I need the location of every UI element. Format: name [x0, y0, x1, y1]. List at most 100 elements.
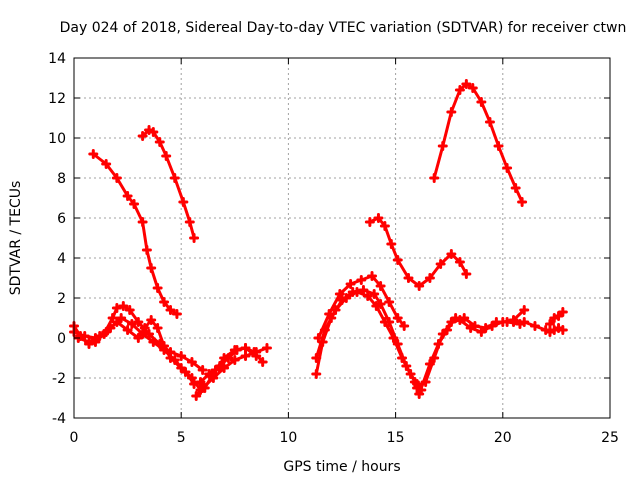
data-point: [178, 197, 189, 207]
data-point: [375, 281, 386, 291]
data-point: [116, 313, 127, 323]
series-arc-11: [313, 271, 410, 343]
series-line: [316, 274, 406, 340]
series-line: [314, 288, 423, 392]
y-tick-label: 6: [57, 211, 66, 227]
data-point: [424, 273, 435, 283]
data-point: [388, 333, 399, 343]
data-point: [148, 337, 159, 347]
data-point: [240, 351, 251, 361]
data-point: [373, 213, 384, 223]
data-point: [324, 309, 335, 319]
y-tick-label: 14: [48, 51, 66, 67]
data-point: [146, 315, 157, 325]
data-point: [446, 107, 457, 117]
data-point: [137, 131, 148, 141]
data-point: [454, 85, 465, 95]
y-tick-label: 4: [57, 251, 66, 267]
x-tick-label: 0: [70, 430, 79, 446]
data-point: [199, 383, 210, 393]
data-point: [334, 289, 345, 299]
data-point: [414, 281, 425, 291]
data-point: [405, 369, 416, 379]
data-point: [557, 325, 568, 335]
y-tick-label: 0: [57, 331, 66, 347]
data-point: [493, 141, 504, 151]
data-point: [122, 325, 133, 335]
data-point: [379, 221, 390, 231]
data-point: [94, 331, 105, 341]
data-point: [557, 307, 568, 317]
plot-frame: [73, 57, 611, 419]
data-point: [101, 159, 112, 169]
data-point: [137, 217, 148, 227]
data-point: [146, 263, 157, 273]
grid: [74, 58, 610, 418]
data-point: [165, 305, 176, 315]
data-point: [176, 351, 187, 361]
series-arc-18: [544, 323, 568, 337]
x-tick-labels: 0 5 10 15 20 25: [70, 430, 619, 446]
data-point: [257, 357, 268, 367]
data-point: [189, 379, 200, 389]
data-point: [261, 343, 272, 353]
data-point: [414, 389, 425, 399]
data-point: [161, 151, 172, 161]
data-point: [424, 359, 435, 369]
data-point: [124, 305, 135, 315]
x-tick-label: 25: [601, 430, 619, 446]
ticks: [73, 57, 611, 419]
data-point: [330, 305, 341, 315]
data-point: [107, 313, 118, 323]
data-point: [379, 317, 390, 327]
data-point: [491, 317, 502, 327]
data-point: [399, 321, 410, 331]
series-line: [314, 290, 419, 386]
data-point: [429, 173, 440, 183]
data-point: [118, 301, 129, 311]
y-tick-label: 8: [57, 171, 66, 187]
series-arc-2: [137, 125, 200, 243]
y-tick-label: -2: [52, 371, 66, 387]
data-point: [437, 141, 448, 151]
series-arc-14: [414, 313, 525, 399]
data-point: [442, 325, 453, 335]
data-point: [139, 323, 150, 333]
data-point: [152, 323, 163, 333]
data-point: [476, 327, 487, 337]
data-point: [364, 217, 375, 227]
data-point: [435, 259, 446, 269]
data-point: [403, 273, 414, 283]
data-point: [141, 245, 152, 255]
data-point: [446, 249, 457, 259]
data-point: [186, 357, 197, 367]
data-point: [191, 391, 202, 401]
data-point: [369, 289, 380, 299]
data-point: [433, 339, 444, 349]
series-line: [512, 320, 548, 332]
data-point: [229, 345, 240, 355]
data-point: [169, 173, 180, 183]
data-point: [553, 311, 564, 321]
data-point: [133, 317, 144, 327]
data-point: [251, 351, 262, 361]
y-tick-label: 10: [48, 131, 66, 147]
data-point: [510, 183, 521, 193]
data-point: [397, 353, 408, 363]
y-tick-label: 2: [57, 291, 66, 307]
data-point: [367, 271, 378, 281]
data-point: [311, 353, 322, 363]
data-point: [195, 377, 206, 387]
series-arc-1: [88, 149, 182, 319]
series-arc-8: [199, 343, 262, 393]
x-axis-label: GPS time / hours: [283, 459, 400, 475]
data-point: [469, 321, 480, 331]
data-point: [122, 191, 133, 201]
data-point: [313, 333, 324, 343]
data-point: [105, 323, 116, 333]
data-point: [371, 301, 382, 311]
data-point: [197, 365, 208, 375]
series-arc-13: [412, 305, 530, 393]
data-point: [159, 345, 170, 355]
